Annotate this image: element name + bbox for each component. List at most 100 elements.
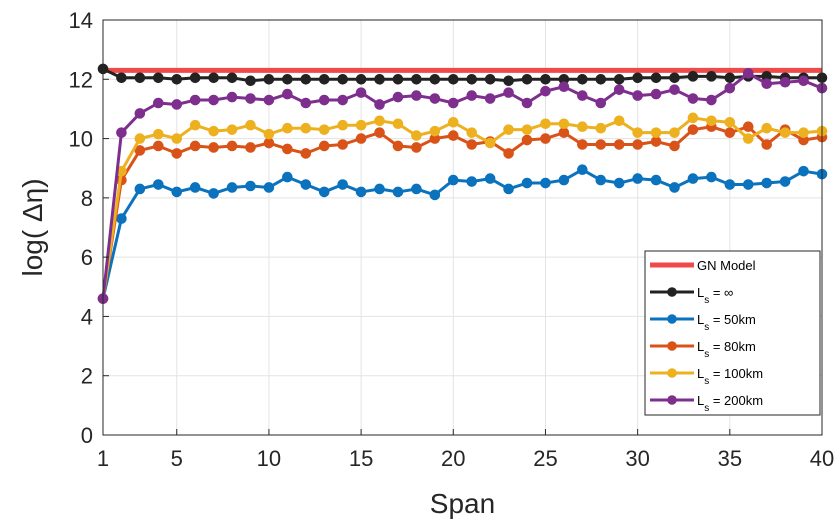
data-point bbox=[540, 85, 551, 97]
data-point bbox=[632, 90, 643, 101]
data-point bbox=[669, 84, 680, 95]
data-point bbox=[171, 148, 183, 159]
data-point bbox=[153, 97, 164, 109]
x-tick-label: 30 bbox=[625, 446, 649, 471]
data-point bbox=[632, 72, 643, 84]
data-point bbox=[540, 118, 551, 130]
data-point bbox=[613, 139, 625, 150]
series-line bbox=[101, 125, 823, 299]
data-point bbox=[263, 128, 275, 140]
data-point bbox=[595, 139, 607, 150]
data-point bbox=[466, 90, 478, 101]
data-point bbox=[521, 134, 533, 146]
data-point bbox=[779, 127, 791, 138]
data-point bbox=[724, 127, 736, 138]
data-point bbox=[392, 118, 404, 130]
data-point bbox=[650, 136, 662, 147]
data-point bbox=[466, 127, 478, 138]
data-point bbox=[613, 177, 625, 189]
data-point bbox=[521, 73, 533, 85]
data-point bbox=[761, 122, 772, 134]
data-point bbox=[724, 82, 736, 94]
data-point bbox=[742, 68, 754, 79]
legend-item: Ls = 200km bbox=[650, 393, 763, 414]
data-point bbox=[300, 97, 312, 109]
data-point bbox=[355, 119, 367, 131]
data-point bbox=[282, 143, 293, 155]
legend-box bbox=[644, 250, 821, 416]
data-point bbox=[761, 139, 772, 150]
data-point bbox=[429, 125, 441, 137]
data-point bbox=[116, 72, 127, 84]
data-point bbox=[798, 127, 809, 138]
data-point bbox=[447, 174, 459, 186]
data-point bbox=[558, 127, 570, 138]
data-point bbox=[337, 73, 348, 85]
data-point bbox=[134, 108, 146, 119]
data-point bbox=[374, 115, 385, 127]
legend-label: Ls = 200km bbox=[697, 393, 763, 414]
data-point bbox=[411, 90, 422, 101]
data-point bbox=[189, 182, 201, 193]
data-point bbox=[577, 90, 588, 101]
series-line bbox=[101, 71, 823, 299]
data-point bbox=[577, 164, 588, 175]
y-axis-ticks: 0 2 4 6 8 10 12 14 bbox=[69, 8, 109, 448]
series-line bbox=[102, 67, 822, 83]
data-point bbox=[632, 139, 643, 150]
data-point bbox=[392, 91, 404, 103]
data-point bbox=[337, 119, 348, 131]
data-point bbox=[706, 94, 717, 106]
data-point bbox=[429, 93, 441, 104]
data-point bbox=[116, 213, 127, 224]
data-point bbox=[226, 124, 238, 135]
data-point bbox=[503, 124, 514, 135]
x-tick-label: 10 bbox=[257, 446, 281, 471]
data-point bbox=[318, 73, 330, 85]
data-point bbox=[411, 142, 422, 153]
data-point bbox=[226, 72, 238, 84]
x-tick-label: 25 bbox=[533, 446, 557, 471]
legend-marker bbox=[667, 395, 677, 405]
series-1 bbox=[97, 63, 828, 87]
data-point bbox=[503, 183, 514, 195]
data-point bbox=[263, 182, 275, 193]
data-point bbox=[503, 75, 514, 87]
data-point bbox=[300, 122, 312, 134]
data-point bbox=[226, 140, 238, 152]
data-point bbox=[447, 116, 459, 128]
data-point bbox=[171, 73, 183, 85]
data-point bbox=[171, 186, 183, 198]
data-point bbox=[650, 127, 662, 138]
data-point bbox=[577, 73, 588, 85]
data-point bbox=[558, 81, 570, 92]
x-axis-ticks: 1 5 10 15 20 25 30 35 40 bbox=[97, 429, 834, 471]
data-point bbox=[595, 122, 607, 134]
legend-item: Ls = 80km bbox=[650, 339, 756, 360]
data-point bbox=[798, 165, 809, 177]
y-tick-label: 0 bbox=[81, 423, 93, 448]
data-point bbox=[687, 173, 699, 184]
data-point bbox=[245, 142, 256, 153]
legend-label: Ls = 100km bbox=[697, 366, 763, 387]
data-point bbox=[300, 73, 312, 85]
data-point bbox=[300, 179, 312, 190]
data-point bbox=[355, 186, 367, 198]
data-point bbox=[595, 174, 607, 186]
data-point bbox=[650, 88, 662, 100]
data-point bbox=[466, 139, 478, 150]
series-2 bbox=[97, 164, 828, 304]
data-point bbox=[282, 88, 293, 100]
data-point bbox=[540, 133, 551, 144]
data-point bbox=[153, 179, 164, 190]
data-point bbox=[687, 112, 699, 124]
data-point bbox=[503, 148, 514, 159]
data-point bbox=[189, 140, 201, 152]
legend-item: Ls = 50km bbox=[650, 312, 756, 333]
data-point bbox=[632, 127, 643, 138]
legend-label: GN Model bbox=[697, 258, 756, 273]
data-point bbox=[669, 140, 680, 152]
data-point bbox=[577, 139, 588, 150]
data-point bbox=[318, 186, 330, 198]
